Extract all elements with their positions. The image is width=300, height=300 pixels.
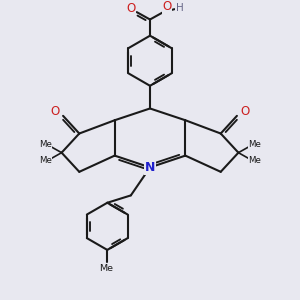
Text: Me: Me [39, 156, 52, 165]
Text: Me: Me [248, 140, 261, 149]
Text: O: O [241, 105, 250, 118]
Text: Me: Me [39, 140, 52, 149]
Text: O: O [126, 2, 136, 15]
Text: H: H [176, 3, 184, 13]
Text: O: O [50, 105, 59, 118]
Text: O: O [162, 0, 171, 13]
Text: Me: Me [99, 264, 113, 273]
Text: Me: Me [248, 156, 261, 165]
Text: N: N [145, 161, 155, 174]
